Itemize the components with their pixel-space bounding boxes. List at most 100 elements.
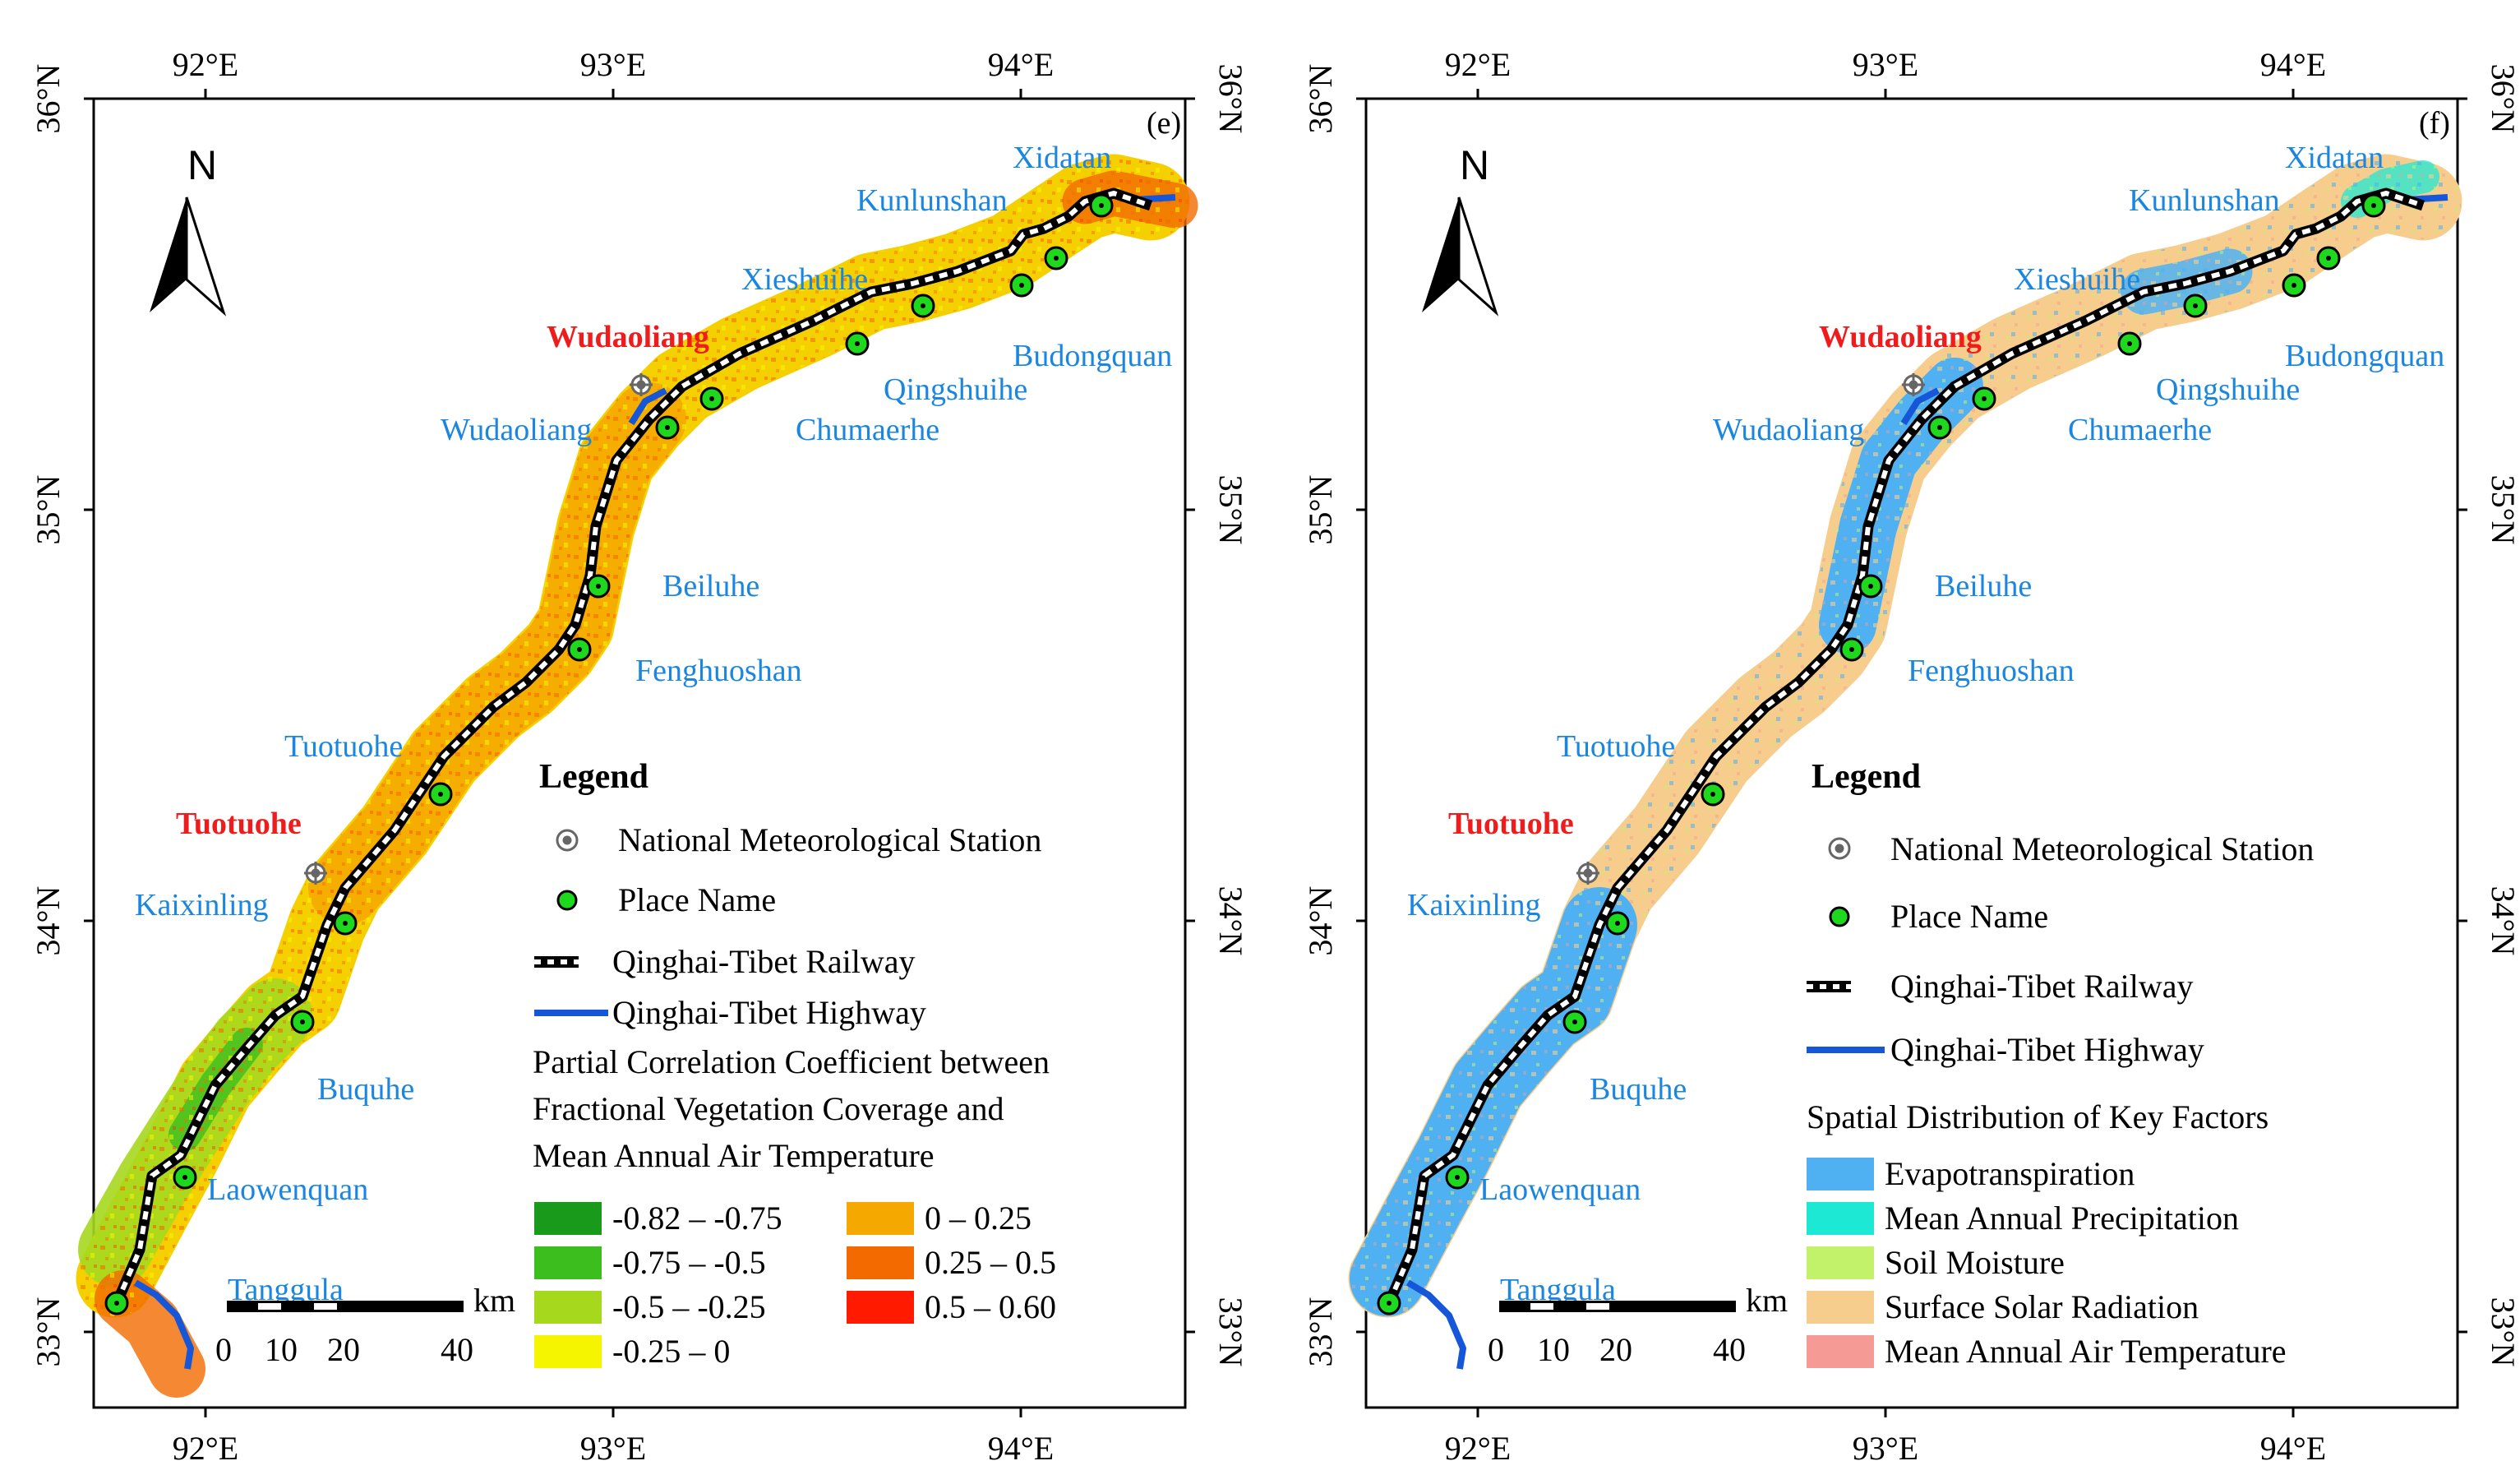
svg-text:40: 40: [441, 1331, 473, 1368]
station-icon: [1902, 373, 1925, 396]
axis-tick-label: 92°E: [173, 1430, 238, 1467]
axis-tick-label: 35°N: [2485, 475, 2520, 545]
legend-class-label: Evapotranspiration: [1885, 1155, 2135, 1192]
place-label-kunlunshan: Kunlunshan: [856, 183, 1008, 218]
svg-text:Mean Annual Air Temperature: Mean Annual Air Temperature: [533, 1137, 935, 1174]
legend-swatch: [534, 1246, 602, 1279]
svg-text:Fractional Vegetation Coverage: Fractional Vegetation Coverage and: [533, 1090, 1004, 1127]
legend-swatch: [1807, 1291, 1874, 1324]
panel-e-map: N (e) Xidatan Kunlunshan Xieshuihe Budon…: [30, 46, 1249, 1467]
legend-class-label: -0.82 – -0.75: [612, 1200, 782, 1237]
place-label-qingshuihe: Qingshuihe: [884, 372, 1027, 407]
legend-class-label: 0 – 0.25: [925, 1200, 1032, 1237]
place-label-kunlunshan: Kunlunshan: [2129, 183, 2280, 218]
legend-class-label: Surface Solar Radiation: [1885, 1288, 2199, 1325]
legend-swatch: [847, 1202, 914, 1235]
station-icon: [1576, 862, 1599, 885]
place-label-laowenquan: Laowenquan: [1479, 1172, 1641, 1207]
place-label-beiluhe: Beiluhe: [1935, 569, 2032, 603]
place-label-fenghuoshan: Fenghuoshan: [1908, 654, 2075, 688]
svg-text:10: 10: [265, 1331, 298, 1368]
station-icon: [556, 829, 579, 852]
axis-tick-label: 34°N: [1302, 886, 1339, 956]
railway-line-dashes: [1387, 191, 2424, 1305]
legend-swatch: [1807, 1335, 1874, 1368]
highway-line: [1900, 387, 1940, 426]
legend-f: Legend National Meteorological Station P…: [1807, 758, 2314, 1370]
svg-text:N: N: [1460, 142, 1489, 188]
legend-e: Legend National Meteorological Station P…: [533, 758, 1056, 1370]
highway-line: [628, 387, 667, 426]
place-label-kaixinling: Kaixinling: [135, 888, 269, 922]
place-label-wudaoliang: Wudaoliang: [1713, 413, 1864, 447]
axis-tick-label: 36°N: [1302, 64, 1339, 134]
svg-text:Place Name: Place Name: [1890, 898, 2048, 935]
axis-tick-label: 35°N: [1212, 475, 1249, 545]
place-label-chumaerhe: Chumaerhe: [796, 413, 939, 447]
place-label-wudaoliang: Wudaoliang: [441, 413, 592, 447]
axis-tick-label: 34°N: [2485, 886, 2520, 956]
svg-text:0: 0: [215, 1331, 232, 1368]
axis-tick-label: 35°N: [1302, 475, 1339, 545]
axis-tick-label: 94°E: [988, 1430, 1054, 1467]
map-frame: [1364, 97, 2459, 1409]
legend-swatch: [534, 1335, 602, 1368]
svg-text:Qinghai-Tibet Highway: Qinghai-Tibet Highway: [1890, 1031, 2204, 1068]
place-dots: [104, 193, 1114, 1315]
svg-text:10: 10: [1537, 1331, 1570, 1368]
highway-line: [133, 1279, 194, 1370]
north-arrow-icon: N: [150, 142, 227, 317]
svg-text:Place Name: Place Name: [618, 881, 776, 918]
station-label-tuotuohe: Tuotuohe: [176, 807, 302, 841]
svg-text:20: 20: [1599, 1331, 1632, 1368]
legend-class-label: Mean Annual Precipitation: [1885, 1200, 2239, 1237]
legend-swatch: [534, 1291, 602, 1324]
legend-title: Legend: [1812, 758, 1921, 796]
axis-tick-label: 33°N: [2485, 1297, 2520, 1367]
axis-tick-label: 92°E: [173, 46, 238, 83]
svg-text:Qinghai-Tibet Railway: Qinghai-Tibet Railway: [1890, 968, 2194, 1005]
place-label-chumaerhe: Chumaerhe: [2068, 413, 2212, 447]
place-label-beiluhe: Beiluhe: [662, 569, 759, 603]
place-dot-icon: [1829, 906, 1850, 927]
place-label-tuotuohe: Tuotuohe: [1557, 729, 1675, 764]
legend-class-label: 0.5 – 0.60: [925, 1288, 1056, 1325]
legend-swatch: [847, 1246, 914, 1279]
place-label-fenghuoshan: Fenghuoshan: [635, 654, 802, 688]
legend-swatch: [1807, 1202, 1874, 1235]
legend-title: Legend: [539, 758, 648, 796]
axis-tick-label: 35°N: [30, 475, 67, 545]
station-label-tuotuohe: Tuotuohe: [1448, 807, 1574, 841]
axis-tick-label: 92°E: [1445, 1430, 1511, 1467]
svg-text:km: km: [1746, 1282, 1788, 1319]
highway-line: [1405, 1279, 1466, 1370]
legend-class-label: -0.25 – 0: [612, 1333, 730, 1370]
axis-tick-label: 33°N: [1212, 1297, 1249, 1367]
svg-text:0: 0: [1488, 1331, 1504, 1368]
axis-tick-label: 93°E: [580, 46, 646, 83]
place-label-qingshuihe: Qingshuihe: [2156, 372, 2300, 407]
panel-label: (f): [2419, 106, 2450, 141]
legend-class-label: Mean Annual Air Temperature: [1885, 1333, 2287, 1370]
legend-swatch: [1807, 1246, 1874, 1279]
axis-tick-label: 94°E: [988, 46, 1054, 83]
station-icon: [630, 373, 653, 396]
svg-text:km: km: [473, 1282, 515, 1319]
place-dots: [1377, 193, 2386, 1315]
panel-f-map: N (f) Xidatan Kunlunshan Xieshuihe Budon…: [1302, 46, 2520, 1467]
north-arrow-icon: N: [1422, 142, 1499, 317]
axis-tick-label: 94°E: [2260, 46, 2326, 83]
svg-text:Qinghai-Tibet Highway: Qinghai-Tibet Highway: [612, 994, 926, 1031]
axis-tick-label: 93°E: [1853, 46, 1918, 83]
svg-text:40: 40: [1713, 1331, 1746, 1368]
legend-class-label: -0.5 – -0.25: [612, 1288, 766, 1325]
place-label-xidatan: Xidatan: [1013, 141, 1111, 175]
place-label-tuotuohe: Tuotuohe: [284, 729, 403, 764]
axis-tick-label: 34°N: [1212, 886, 1249, 956]
scale-bar: km 0 10 20 40: [1488, 1282, 1788, 1368]
legend-class-label: -0.75 – -0.5: [612, 1244, 766, 1281]
scale-bar: km 0 10 20 40: [215, 1282, 515, 1368]
place-dot-icon: [556, 890, 578, 911]
axis-tick-label: 36°N: [30, 64, 67, 134]
station-label-wudaoliang: Wudaoliang: [547, 320, 709, 354]
